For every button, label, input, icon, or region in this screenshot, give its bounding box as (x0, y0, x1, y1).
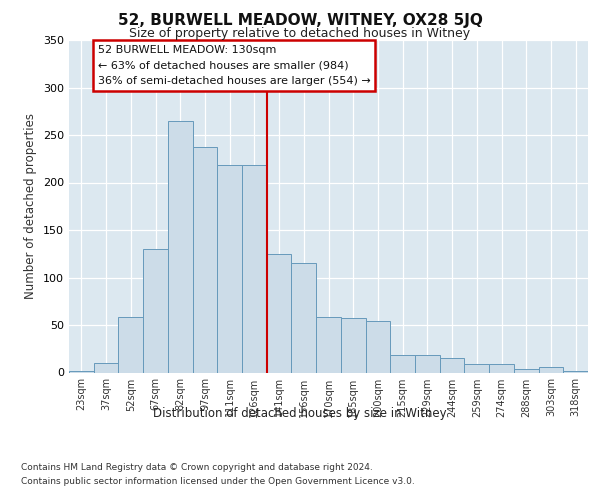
Bar (168, 120, 193, 372)
Y-axis label: Number of detached properties: Number of detached properties (25, 114, 37, 299)
Bar (118, 318, 143, 372)
Text: 52, BURWELL MEADOW, WITNEY, OX28 5JQ: 52, BURWELL MEADOW, WITNEY, OX28 5JQ (118, 12, 482, 28)
Bar (415, 356, 440, 372)
Bar (489, 364, 514, 372)
Text: Contains public sector information licensed under the Open Government Licence v3: Contains public sector information licen… (21, 478, 415, 486)
Text: Distribution of detached houses by size in Witney: Distribution of detached houses by size … (153, 408, 447, 420)
Bar (341, 318, 365, 372)
Bar (390, 356, 415, 372)
Bar (267, 254, 292, 372)
Bar (242, 166, 267, 372)
Text: Size of property relative to detached houses in Witney: Size of property relative to detached ho… (130, 28, 470, 40)
Bar (217, 166, 242, 372)
Bar (193, 148, 217, 372)
Bar (143, 249, 168, 372)
Bar (292, 263, 316, 372)
Bar (464, 364, 489, 372)
Bar (94, 363, 118, 372)
Bar (365, 321, 390, 372)
Text: 52 BURWELL MEADOW: 130sqm
← 63% of detached houses are smaller (984)
36% of semi: 52 BURWELL MEADOW: 130sqm ← 63% of detac… (98, 45, 370, 86)
Bar (69, 370, 94, 372)
Bar (539, 367, 563, 372)
Bar (563, 370, 588, 372)
Text: Contains HM Land Registry data © Crown copyright and database right 2024.: Contains HM Land Registry data © Crown c… (21, 462, 373, 471)
Bar (514, 368, 539, 372)
Bar (440, 358, 464, 372)
Bar (316, 318, 341, 372)
